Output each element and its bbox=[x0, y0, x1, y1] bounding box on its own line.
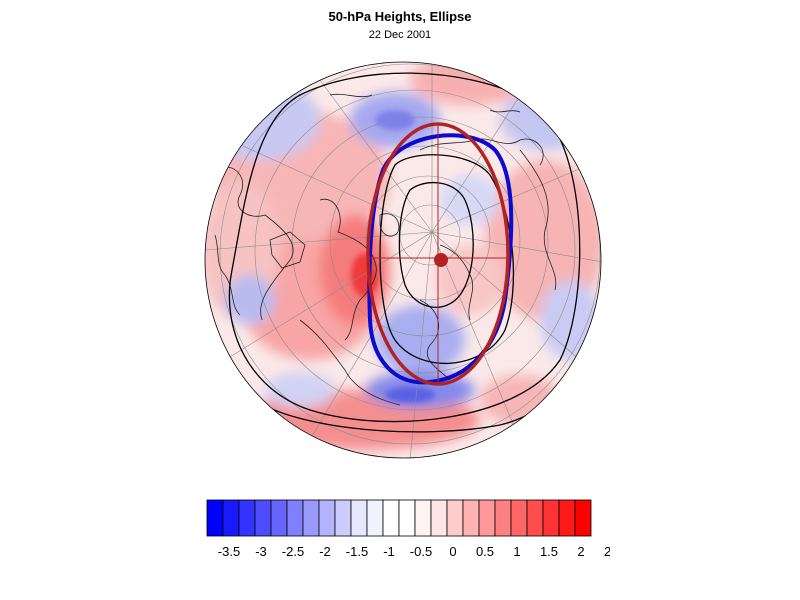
colorbar-box bbox=[478, 499, 496, 537]
colorbar-box bbox=[414, 499, 432, 537]
colorbar-box bbox=[238, 499, 256, 537]
colorbar-box bbox=[254, 499, 272, 537]
colorbar-box bbox=[398, 499, 416, 537]
globe-outline bbox=[204, 61, 602, 459]
colorbar-box bbox=[382, 499, 400, 537]
colorbar-box bbox=[302, 499, 320, 537]
colorbar-box bbox=[366, 499, 384, 537]
colorbar-boxes bbox=[206, 499, 592, 537]
map-date: 22 Dec 2001 bbox=[368, 29, 432, 41]
colorbar-box bbox=[286, 499, 304, 537]
colorbar-tick-label: -0.5 bbox=[410, 544, 432, 559]
colorbar-box bbox=[526, 499, 544, 537]
colorbar-tick-label: -2 bbox=[319, 544, 331, 559]
colorbar-tick-label: -1 bbox=[383, 544, 395, 559]
colorbar-tick-label: 1 bbox=[513, 544, 520, 559]
colorbar-tick-label: 2.5 bbox=[604, 544, 610, 559]
colorbar-box bbox=[558, 499, 576, 537]
colorbar-box bbox=[350, 499, 368, 537]
colorbar-box bbox=[430, 499, 448, 537]
colorbar-box bbox=[462, 499, 480, 537]
colorbar-box bbox=[510, 499, 528, 537]
colorbar-box bbox=[446, 499, 464, 537]
colorbar-tick-label: 1.5 bbox=[540, 544, 558, 559]
lat-lon-grid bbox=[205, 62, 601, 458]
colorbar-box bbox=[494, 499, 512, 537]
colorbar-labels: -3.5-3-2.5-2-1.5-1-0.500.511.522.533.5 bbox=[218, 544, 610, 559]
coastlines bbox=[214, 93, 557, 406]
colorbar-box bbox=[270, 499, 288, 537]
colorbar-tick-label: 2 bbox=[577, 544, 584, 559]
colorbar-box bbox=[318, 499, 336, 537]
colorbar-box bbox=[206, 499, 224, 537]
colorbar-box bbox=[334, 499, 352, 537]
colorbar-box bbox=[222, 499, 240, 537]
colorbar-tick-label: -3.5 bbox=[218, 544, 240, 559]
colorbar-tick-label: 0.5 bbox=[476, 544, 494, 559]
ellipse-center-marker bbox=[434, 253, 448, 267]
colorbar-tick-label: -2.5 bbox=[282, 544, 304, 559]
colorbar-box bbox=[542, 499, 560, 537]
colorbar-tick-label: -1.5 bbox=[346, 544, 368, 559]
colorbar: -3.5-3-2.5-2-1.5-1-0.500.511.522.533.5 bbox=[206, 499, 610, 559]
colorbar-tick-label: -3 bbox=[255, 544, 267, 559]
colorbar-tick-label: 0 bbox=[449, 544, 456, 559]
colorbar-box bbox=[574, 499, 592, 537]
map-title: 50-hPa Heights, Ellipse bbox=[328, 9, 472, 24]
